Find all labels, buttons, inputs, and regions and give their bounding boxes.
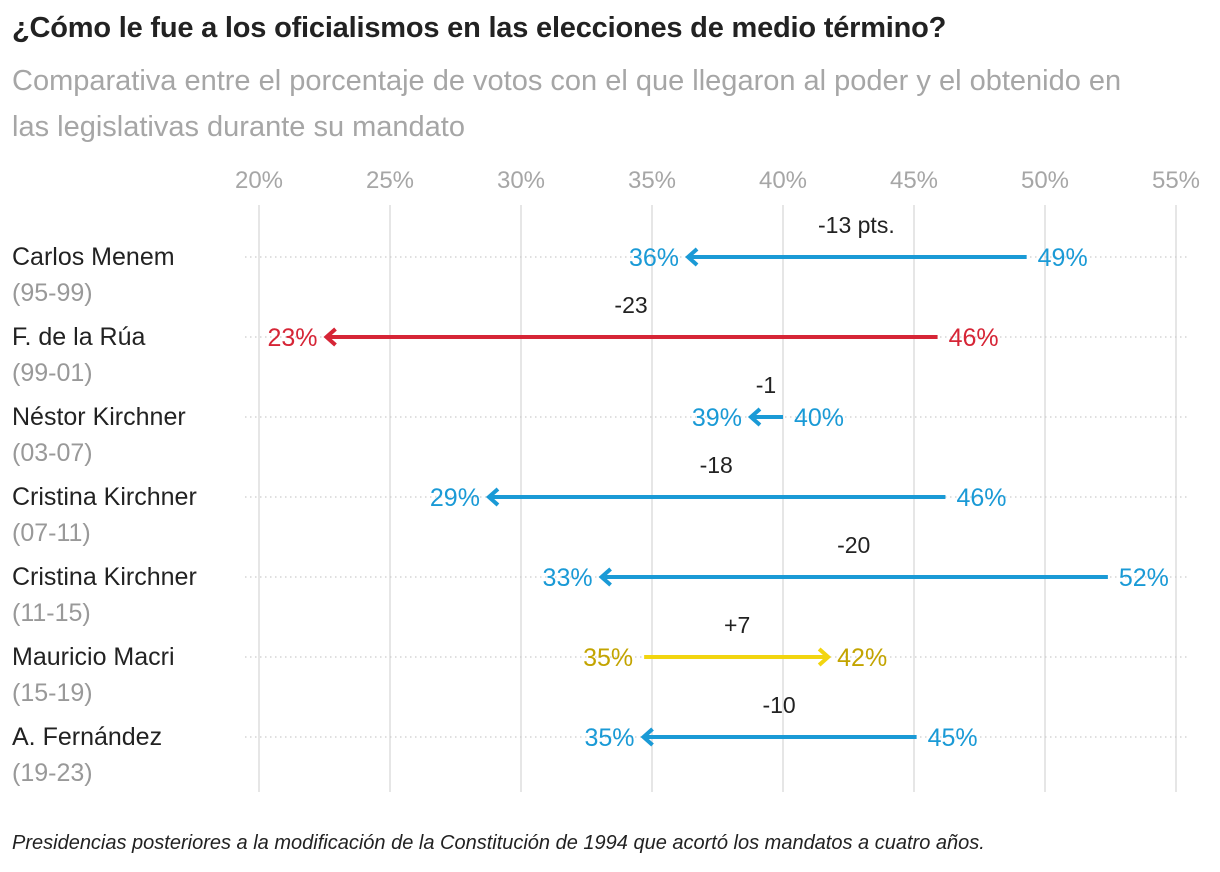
arrow-head (323, 327, 337, 347)
tick-label: 25% (366, 167, 414, 194)
president-name: Cristina Kirchner (12, 563, 197, 591)
end-value-label: 39% (692, 404, 742, 432)
arrow-head (485, 487, 500, 507)
start-value-label: 46% (956, 484, 1006, 512)
difference-label: -20 (837, 532, 870, 558)
chart-subtitle: Comparativa entre el porcentaje de votos… (12, 65, 1122, 143)
tick-label: 55% (1152, 167, 1200, 194)
difference-label: -18 (700, 452, 733, 478)
difference-label: -1 (756, 372, 776, 398)
president-name: Cristina Kirchner (12, 483, 197, 511)
difference-label: -23 (614, 292, 647, 318)
president-name: Néstor Kirchner (12, 403, 186, 431)
arrow-head (640, 727, 654, 747)
chart-title: ¿Cómo le fue a los oficialismos en las e… (12, 12, 947, 44)
footnote: Presidencias posteriores a la modificaci… (12, 832, 985, 854)
president-name: A. Fernández (12, 723, 162, 751)
term-period: (19-23) (12, 759, 93, 787)
term-period: (07-11) (12, 519, 91, 547)
arrow-head (598, 567, 612, 587)
start-value-label: 49% (1038, 244, 1088, 272)
term-period: (99-01) (12, 359, 93, 387)
difference-label: -10 (762, 692, 795, 718)
tick-label: 40% (759, 167, 807, 194)
end-value-label: 35% (584, 724, 634, 752)
tick-label: 30% (497, 167, 545, 194)
start-value-label: 40% (794, 404, 844, 432)
difference-label: -13 pts. (818, 212, 895, 238)
difference-label: +7 (724, 612, 750, 638)
tick-label: 50% (1021, 167, 1069, 194)
tick-label: 45% (890, 167, 938, 194)
term-period: (95-99) (12, 279, 93, 307)
arrow-chart: 20% 25% 30% 35% 40% 45% 50% 55% Carlos Menem (95-… (12, 167, 1200, 792)
end-value-label: 42% (837, 644, 887, 672)
tick-label: 20% (235, 167, 283, 194)
start-value-label: 35% (583, 644, 633, 672)
start-value-label: 45% (928, 724, 978, 752)
arrow-head (685, 247, 699, 267)
end-value-label: 33% (543, 564, 593, 592)
term-period: (15-19) (12, 679, 93, 707)
arrow-head (817, 647, 832, 667)
president-name: Mauricio Macri (12, 643, 175, 671)
end-value-label: 23% (267, 324, 317, 352)
president-name: Carlos Menem (12, 243, 175, 271)
end-value-label: 36% (629, 244, 679, 272)
term-period: (11-15) (12, 599, 91, 627)
president-name: F. de la Rúa (12, 323, 146, 351)
start-value-label: 46% (949, 324, 999, 352)
tick-label: 35% (628, 167, 676, 194)
end-value-label: 29% (430, 484, 480, 512)
term-period: (03-07) (12, 439, 93, 467)
arrow-head (747, 407, 762, 427)
start-value-label: 52% (1119, 564, 1169, 592)
